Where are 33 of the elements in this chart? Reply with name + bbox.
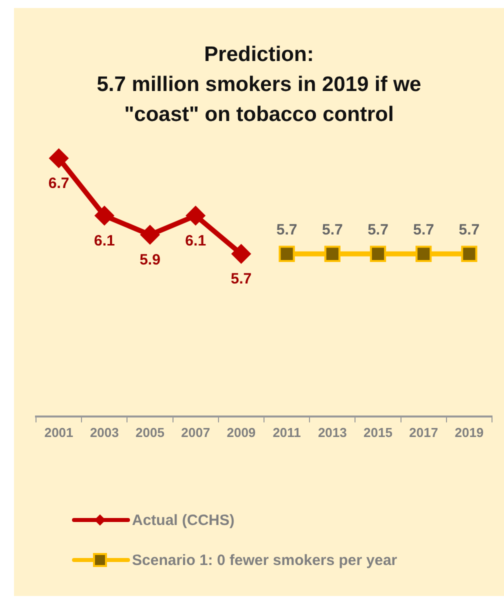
data-label: 6.7 bbox=[48, 174, 70, 192]
data-label: 6.1 bbox=[185, 232, 206, 250]
point bbox=[461, 246, 478, 262]
point bbox=[416, 246, 432, 262]
x-tick-label: 2013 bbox=[318, 424, 347, 440]
x-tick-label: 2015 bbox=[364, 424, 392, 440]
point bbox=[48, 148, 69, 168]
x-tick-label: 2001 bbox=[44, 424, 74, 440]
point bbox=[231, 244, 252, 264]
legend-label: Scenario 1: 0 fewer smokers per year bbox=[132, 552, 398, 568]
point bbox=[278, 246, 295, 262]
legend-label: Actual (CCHS) bbox=[132, 512, 235, 528]
data-label: 5.7 bbox=[368, 222, 388, 239]
x-tick-label: 2007 bbox=[181, 424, 210, 440]
point bbox=[94, 206, 114, 226]
point bbox=[370, 246, 386, 262]
x-tick-label: 2019 bbox=[454, 424, 484, 440]
x-tick-label: 2003 bbox=[90, 424, 119, 440]
data-label: 5.9 bbox=[140, 251, 160, 268]
point bbox=[140, 224, 160, 245]
x-tick-label: 2009 bbox=[226, 424, 256, 440]
point bbox=[324, 246, 340, 262]
data-label: 5.7 bbox=[230, 270, 252, 288]
data-label: 5.7 bbox=[458, 222, 480, 239]
point bbox=[186, 206, 206, 226]
data-label: 5.7 bbox=[322, 222, 343, 239]
x-tick-label: 2005 bbox=[136, 424, 164, 440]
x-tick-label: 2011 bbox=[272, 424, 301, 440]
x-tick-label: 2017 bbox=[409, 424, 438, 440]
data-label: 5.7 bbox=[276, 222, 298, 239]
chart-title: Prediction: 5.7 million smokers in 2019 if we "coast" on tobacco control bbox=[96, 42, 422, 128]
data-label: 6.1 bbox=[94, 232, 115, 250]
data-label: 5.7 bbox=[413, 222, 434, 239]
